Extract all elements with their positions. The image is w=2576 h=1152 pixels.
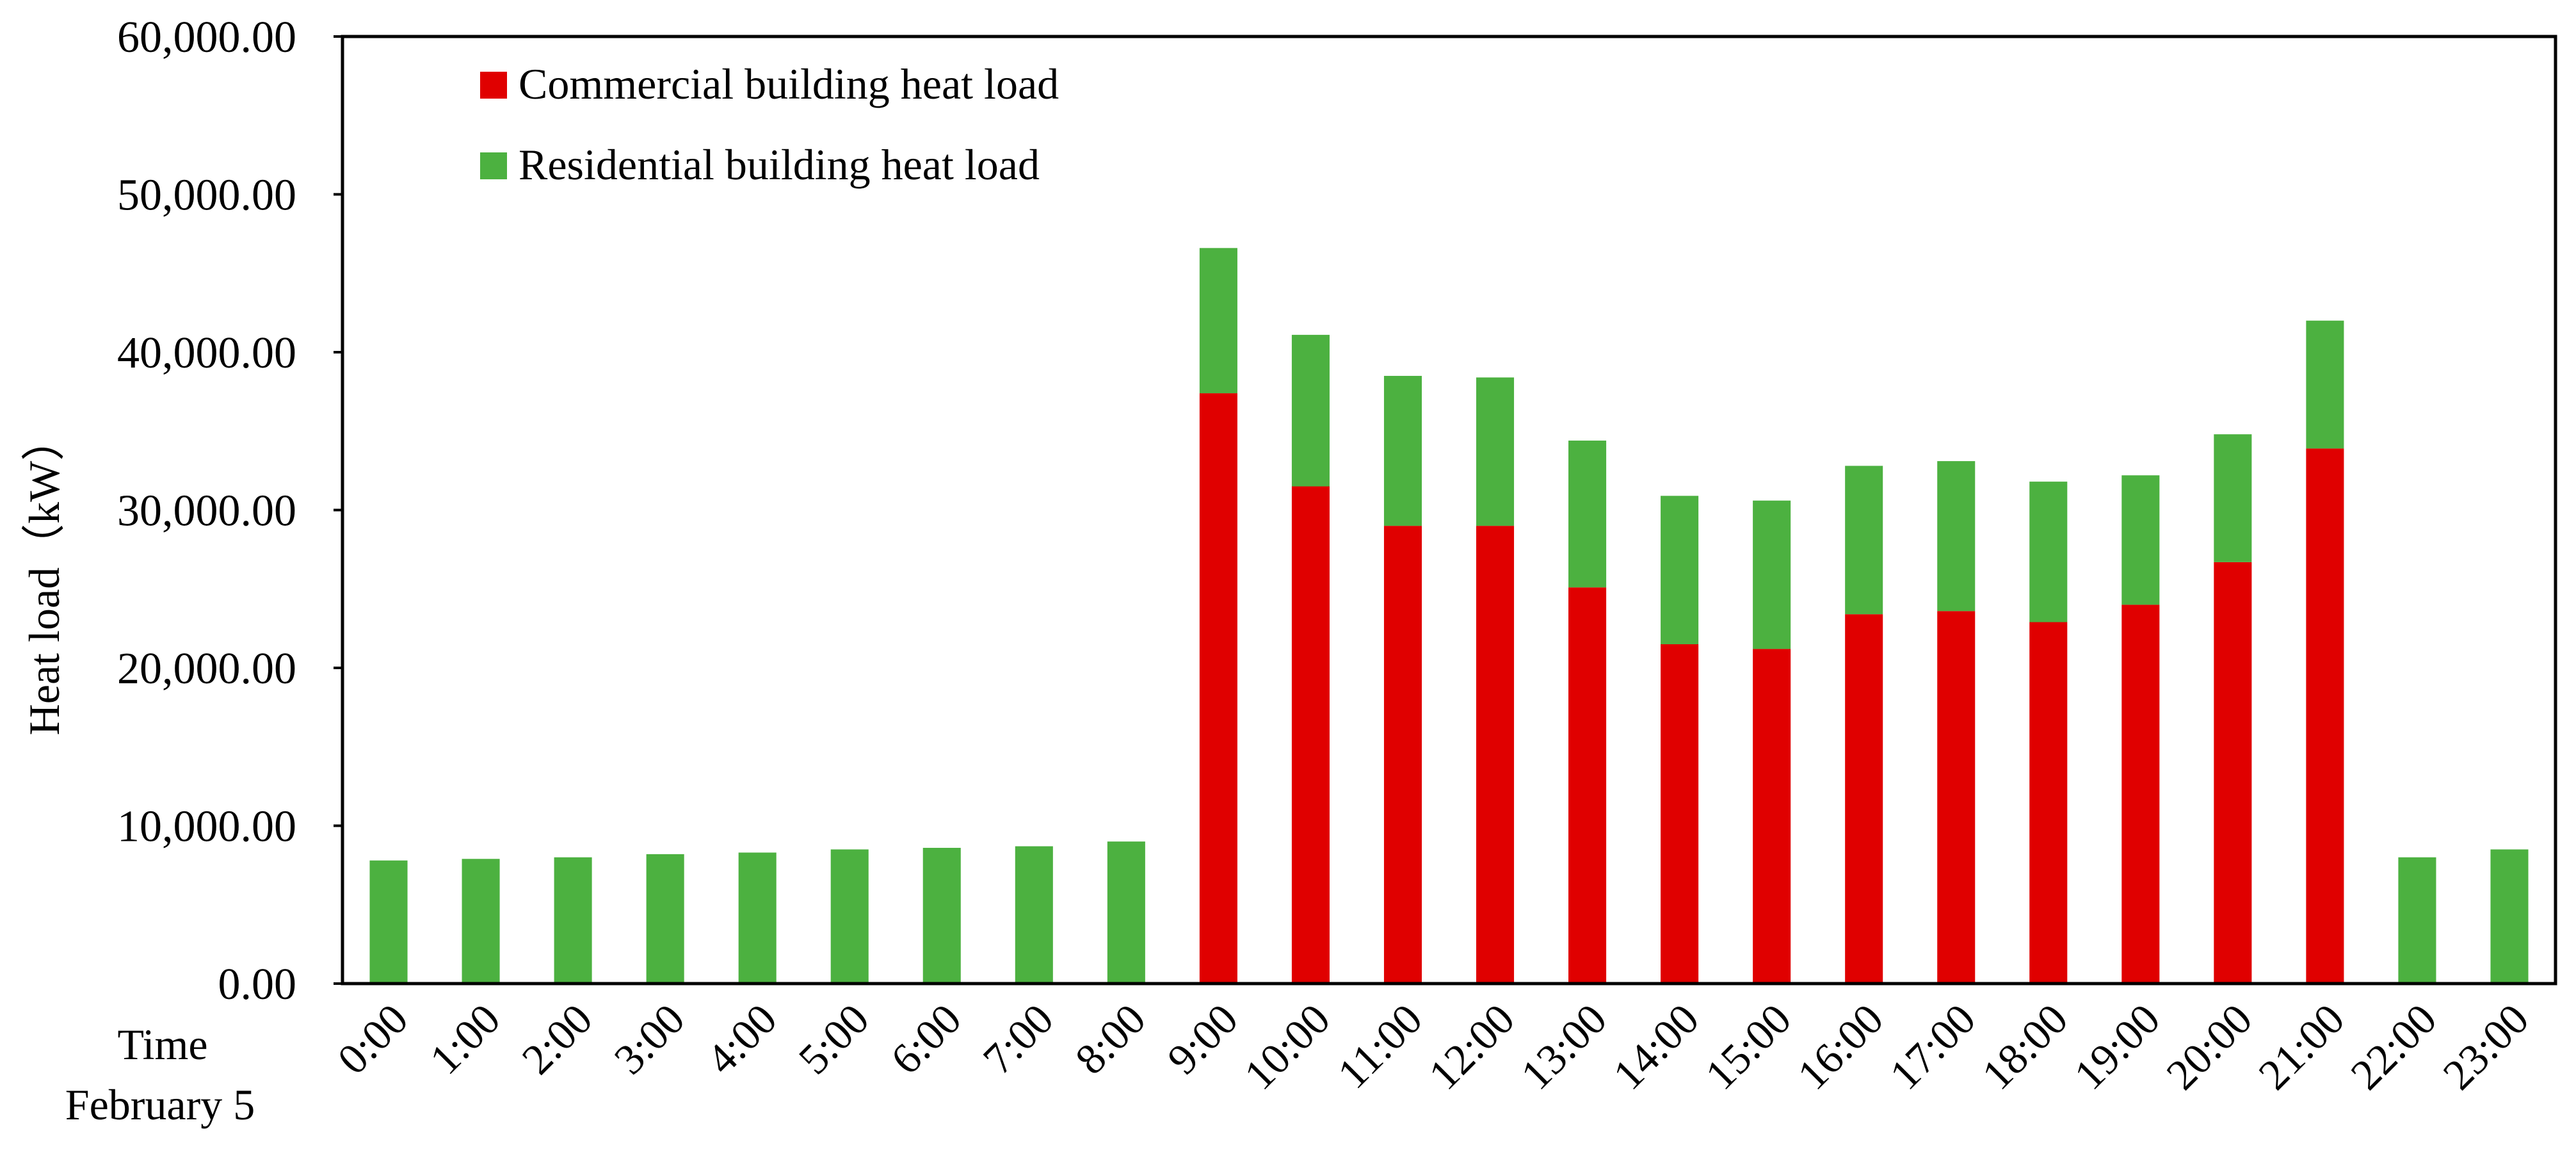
bars-layer [369,248,2529,984]
bar-residential-6:00 [922,848,961,984]
x-caption-date: February 5 [65,1080,255,1129]
legend: Commercial building heat load Residentia… [480,60,1059,189]
bar-residential-14:00 [1661,496,1699,645]
bar-commercial-11:00 [1383,526,1422,984]
bar-residential-16:00 [1845,466,1883,615]
bar-commercial-21:00 [2306,448,2344,984]
bar-residential-7:00 [1015,846,1053,984]
bar-residential-12:00 [1476,377,1515,526]
y-tick-label: 30,000.00 [117,487,296,536]
bar-residential-23:00 [2490,849,2529,984]
bar-residential-11:00 [1383,375,1422,526]
bar-residential-22:00 [2398,857,2436,984]
bar-residential-19:00 [2121,475,2160,605]
y-tick-label: 10,000.00 [117,802,296,852]
bar-residential-20:00 [2214,434,2252,562]
bar-commercial-13:00 [1568,587,1607,984]
x-caption-time: Time [117,1020,207,1069]
bar-residential-21:00 [2306,320,2344,449]
legend-swatch-residential [480,152,507,179]
bar-residential-18:00 [2029,482,2068,622]
y-tick-label: 50,000.00 [117,171,296,220]
bar-residential-9:00 [1199,248,1237,394]
bar-commercial-19:00 [2121,604,2160,984]
bar-residential-3:00 [646,854,684,984]
bar-commercial-17:00 [1937,611,1976,984]
y-tick-label: 40,000.00 [117,329,296,378]
bar-residential-5:00 [830,849,869,984]
bar-residential-13:00 [1568,441,1607,588]
bar-residential-2:00 [554,857,592,984]
y-tick-label: 60,000.00 [117,13,296,62]
bar-residential-17:00 [1937,461,1976,612]
plot-area-frame [341,35,2557,986]
bar-residential-0:00 [369,860,408,984]
bar-residential-4:00 [738,852,777,984]
bar-commercial-10:00 [1291,486,1330,984]
bar-commercial-9:00 [1199,393,1237,984]
y-axis-label: Heat load（kW） [20,418,68,736]
bar-commercial-16:00 [1845,614,1883,984]
bar-residential-15:00 [1753,500,1791,649]
legend-swatch-commercial [480,72,507,99]
legend-label-residential: Residential building heat load [519,140,1040,189]
bar-commercial-20:00 [2214,562,2252,984]
bar-residential-10:00 [1291,334,1330,487]
bar-commercial-12:00 [1476,526,1515,984]
y-tick-label: 20,000.00 [117,644,296,694]
bar-commercial-18:00 [2029,622,2068,984]
bar-residential-1:00 [462,859,500,984]
bar-commercial-15:00 [1753,649,1791,984]
legend-label-commercial: Commercial building heat load [519,60,1059,108]
bar-commercial-14:00 [1661,644,1699,984]
y-axis-ticks: 0.00 10,000.00 20,000.00 30,000.00 40,000.00… [117,13,342,1009]
y-tick-label: 0.00 [218,960,297,1009]
bar-residential-8:00 [1107,841,1145,984]
